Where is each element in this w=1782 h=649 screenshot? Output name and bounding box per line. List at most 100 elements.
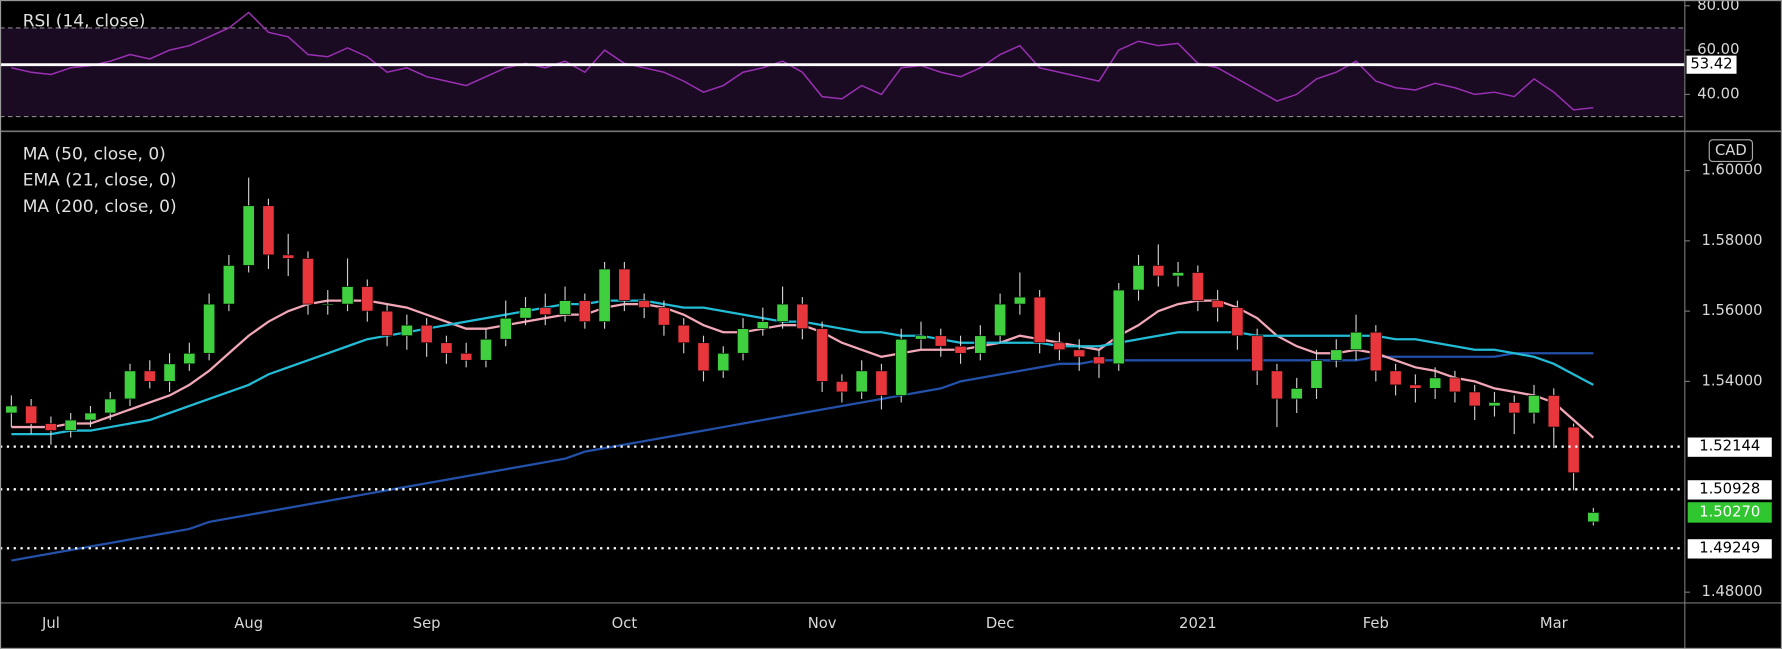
candle-body bbox=[1033, 296, 1046, 344]
last-price-box bbox=[1687, 502, 1772, 523]
candle-body bbox=[1290, 388, 1303, 400]
x-tick-label: Jul bbox=[41, 615, 60, 632]
unit-box bbox=[1708, 139, 1754, 162]
candle-body bbox=[578, 300, 591, 323]
candle-body bbox=[361, 286, 374, 312]
candle-body bbox=[1409, 384, 1422, 389]
candle-body bbox=[618, 268, 631, 301]
candle-body bbox=[1112, 289, 1125, 365]
candle-body bbox=[301, 258, 315, 305]
legend-entry: MA (50, close, 0) bbox=[23, 145, 166, 165]
candle-body bbox=[1211, 300, 1224, 308]
y-tick-label: 80.00 bbox=[1697, 0, 1739, 14]
x-tick-label: Oct bbox=[612, 615, 638, 632]
candle-body bbox=[242, 205, 255, 266]
candle-body bbox=[163, 363, 176, 382]
level-label: 1.49249 bbox=[1699, 539, 1760, 556]
candle-body bbox=[203, 303, 216, 354]
rsi-line bbox=[11, 11, 1594, 111]
last-price-label: 1.50270 bbox=[1699, 503, 1760, 520]
candle-body bbox=[598, 268, 611, 323]
candle-body bbox=[1389, 370, 1402, 386]
candle-body bbox=[895, 338, 908, 396]
candle-body bbox=[1547, 395, 1560, 428]
level-label: 1.52144 bbox=[1699, 438, 1760, 455]
candle-body bbox=[796, 303, 809, 330]
level-box bbox=[1687, 480, 1772, 500]
candle-body bbox=[1448, 377, 1461, 393]
candle-body bbox=[1330, 349, 1343, 361]
candle-body bbox=[1073, 349, 1086, 358]
candle-body bbox=[123, 370, 137, 400]
candle-body bbox=[1132, 265, 1145, 291]
candle-body bbox=[776, 303, 789, 323]
y-tick-label: 1.58000 bbox=[1701, 232, 1762, 249]
legend-entry: EMA (21, close, 0) bbox=[23, 171, 177, 191]
candle-body bbox=[143, 370, 156, 382]
y-tick-label: 1.56000 bbox=[1701, 302, 1762, 319]
rsi-marker-box bbox=[1686, 55, 1737, 74]
x-tick-label: Mar bbox=[1540, 615, 1569, 632]
candle-body bbox=[1231, 307, 1244, 337]
candle-body bbox=[400, 324, 413, 337]
candle-body bbox=[1369, 331, 1382, 372]
candle-body bbox=[321, 303, 334, 306]
candle-body bbox=[1172, 272, 1185, 277]
y-tick-label: 60.00 bbox=[1697, 41, 1739, 58]
candle-body bbox=[1429, 377, 1442, 389]
x-tick-label: Dec bbox=[986, 615, 1015, 632]
x-tick-label: Aug bbox=[234, 615, 263, 632]
candle-body bbox=[638, 300, 651, 308]
candle-body bbox=[816, 328, 829, 382]
candle-body bbox=[222, 265, 235, 305]
unit-label: CAD bbox=[1715, 142, 1747, 159]
candle-body bbox=[183, 352, 196, 365]
candle-body bbox=[1567, 426, 1580, 474]
candle-body bbox=[44, 423, 57, 431]
candle-body bbox=[460, 352, 473, 361]
candle-body bbox=[737, 328, 750, 354]
candle-body bbox=[282, 254, 295, 259]
rsi-legend: RSI (14, close) bbox=[23, 12, 146, 32]
candle-body bbox=[855, 370, 868, 393]
candle-body bbox=[1508, 402, 1521, 414]
level-box bbox=[1687, 539, 1772, 559]
rsi-marker-label: 53.42 bbox=[1690, 56, 1732, 73]
candle-body bbox=[104, 398, 117, 414]
y-tick-label: 1.60000 bbox=[1701, 162, 1762, 179]
candle-body bbox=[1191, 272, 1204, 301]
candle-body bbox=[954, 345, 967, 354]
candle-body bbox=[756, 321, 769, 330]
candle-body bbox=[1270, 370, 1283, 400]
level-box bbox=[1687, 437, 1772, 457]
candle-body bbox=[835, 381, 848, 393]
candle-body bbox=[499, 317, 512, 340]
candle-body bbox=[994, 303, 1007, 337]
candle-body bbox=[1350, 331, 1363, 351]
candle-body bbox=[64, 419, 77, 431]
candle-body bbox=[1587, 512, 1600, 523]
candle-body bbox=[914, 335, 928, 340]
y-tick-label: 1.54000 bbox=[1701, 372, 1762, 389]
candle-body bbox=[341, 286, 354, 305]
candle-body bbox=[1468, 391, 1481, 407]
x-tick-label: Feb bbox=[1363, 615, 1389, 632]
candle-body bbox=[1092, 356, 1105, 365]
level-label: 1.50928 bbox=[1699, 480, 1760, 497]
rsi-band bbox=[0, 27, 1685, 117]
x-tick-label: 2021 bbox=[1179, 615, 1217, 632]
plot-layer: 40.00 60.00 80.00 53.42 1.48000 1.54000 1.5600… bbox=[0, 0, 1772, 632]
y-tick-label: 1.48000 bbox=[1701, 583, 1762, 600]
candle-body bbox=[25, 405, 38, 424]
candle-body bbox=[262, 205, 275, 256]
candle-body bbox=[677, 324, 690, 344]
candle-body bbox=[934, 335, 947, 347]
candle-body bbox=[875, 370, 888, 396]
candle-body bbox=[1251, 335, 1264, 372]
candle-body bbox=[420, 324, 433, 344]
candle-body bbox=[1013, 296, 1026, 305]
candle-body bbox=[479, 338, 492, 361]
